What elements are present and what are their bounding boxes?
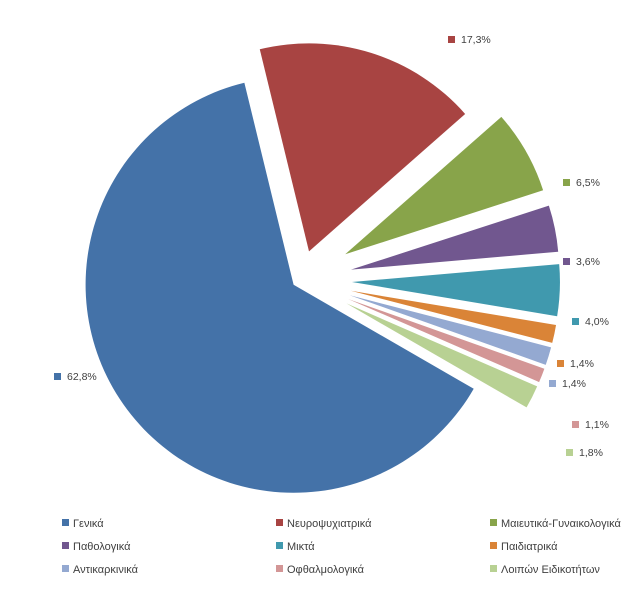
legend-swatch-slice-7 (62, 565, 69, 572)
legend-item-slice-9: Λοιπών Ειδικοτήτων (490, 564, 600, 576)
data-label-slice-8: 1,1% (585, 419, 609, 431)
legend-label-slice-4: Παθολογικά (73, 541, 131, 553)
pie-slice-9 (346, 303, 538, 408)
pie-slice-7 (349, 295, 552, 365)
legend-item-slice-8: Οφθαλμολογικά (276, 564, 365, 576)
data-label-slice-7: 1,4% (562, 378, 586, 390)
pie-slice-5 (351, 264, 560, 317)
legend-label-slice-5: Μικτά (287, 541, 315, 553)
legend-label-slice-8: Οφθαλμολογικά (287, 564, 365, 576)
legend-item-slice-5: Μικτά (276, 541, 315, 553)
legend-swatch-slice-8 (276, 565, 283, 572)
legend-item-slice-7: Αντικαρκινικά (62, 564, 139, 576)
legend-label-slice-6: Παιδιατρικά (501, 541, 558, 553)
data-label-marker-slice-6 (557, 360, 564, 367)
data-label-slice-3: 6,5% (576, 177, 600, 189)
legend-item-slice-3: Μαιευτικά-Γυναικολογικά (490, 518, 621, 530)
legend-label-slice-1: Γενικά (73, 518, 104, 530)
data-label-marker-slice-3 (563, 179, 570, 186)
data-label-marker-slice-9 (566, 449, 573, 456)
legend-item-slice-2: Νευροψυχιατρικά (276, 518, 372, 530)
data-label-marker-slice-4 (563, 258, 570, 265)
data-label-marker-slice-7 (549, 380, 556, 387)
legend-label-slice-9: Λοιπών Ειδικοτήτων (501, 564, 600, 576)
data-label-slice-9: 1,8% (579, 447, 603, 459)
legend-swatch-slice-3 (490, 519, 497, 526)
data-label-slice-6: 1,4% (570, 358, 594, 370)
data-label-marker-slice-1 (54, 373, 61, 380)
data-label-marker-slice-8 (572, 421, 579, 428)
legend-swatch-slice-4 (62, 542, 69, 549)
data-label-slice-1: 62,8% (67, 371, 97, 383)
data-label-slice-2: 17,3% (461, 34, 491, 46)
legend-item-slice-6: Παιδιατρικά (490, 541, 558, 553)
legend-item-slice-1: Γενικά (62, 518, 104, 530)
pie-slice-8 (348, 299, 545, 383)
legend-swatch-slice-2 (276, 519, 283, 526)
data-label-slice-5: 4,0% (585, 316, 609, 328)
legend-swatch-slice-9 (490, 565, 497, 572)
pie-slice-4 (350, 205, 559, 270)
legend-swatch-slice-5 (276, 542, 283, 549)
data-label-slice-4: 3,6% (576, 256, 600, 268)
pie-slice-1 (85, 82, 474, 493)
legend-label-slice-3: Μαιευτικά-Γυναικολογικά (501, 518, 621, 530)
pie-slice-6 (350, 290, 557, 343)
legend-label-slice-2: Νευροψυχιατρικά (287, 518, 372, 530)
pie-slice-3 (345, 116, 544, 255)
data-label-marker-slice-2 (448, 36, 455, 43)
legend-item-slice-4: Παθολογικά (62, 541, 131, 553)
legend-swatch-slice-1 (62, 519, 69, 526)
legend-swatch-slice-6 (490, 542, 497, 549)
pie-slice-2 (259, 43, 466, 252)
legend-label-slice-7: Αντικαρκινικά (73, 564, 139, 576)
data-label-marker-slice-5 (572, 318, 579, 325)
